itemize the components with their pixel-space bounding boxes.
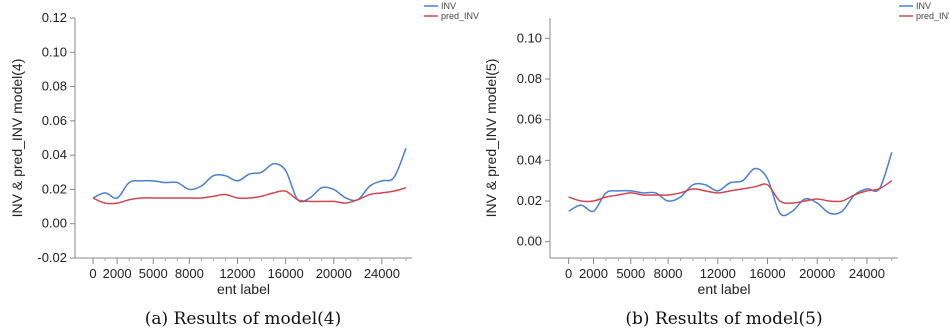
x-tick-label: 8000 xyxy=(175,266,204,281)
x-tick-label: 2000 xyxy=(103,266,132,281)
legend-label: pred_INV xyxy=(916,11,949,21)
y-tick-label: 0.10 xyxy=(42,44,67,59)
y-tick-label: 0.04 xyxy=(517,152,542,167)
x-tick-label: 12000 xyxy=(219,266,255,281)
x-tick-label: 20000 xyxy=(799,266,835,281)
chart-panel-a: -0.02 0.00 0.02 0.04 0.06 0.08 0.10 0.12 0 2000 50… xyxy=(9,1,479,329)
x-tick-label: 5000 xyxy=(139,266,168,281)
series-line-pred-inv xyxy=(568,180,893,204)
y-tick-label: 0.04 xyxy=(42,147,67,162)
y-tick-label: -0.02 xyxy=(37,250,67,265)
x-tick-label: 16000 xyxy=(749,266,785,281)
x-tick-label: 16000 xyxy=(268,266,304,281)
y-tick-label: 0.12 xyxy=(42,10,67,25)
y-tick-label: 0.10 xyxy=(517,30,542,45)
series-line-inv xyxy=(568,151,893,217)
legend-label: INV xyxy=(916,1,931,11)
x-axis-label: ent label xyxy=(698,281,751,297)
figure-caption: (b) Results of model(5) xyxy=(625,309,822,329)
y-tick-label: 0.08 xyxy=(517,71,542,86)
y-axis-label: INV & pred_INV model(4) xyxy=(9,59,25,218)
y-tick-label: 0.08 xyxy=(42,79,67,94)
figure-caption: (a) Results of model(4) xyxy=(145,309,341,329)
y-axis-label: INV & pred_INV model(5) xyxy=(483,59,499,218)
y-tick-label: 0.06 xyxy=(42,113,67,128)
x-tick-label: 8000 xyxy=(654,266,683,281)
y-tick-label: 0.02 xyxy=(517,193,542,208)
x-tick-label: 2000 xyxy=(579,266,608,281)
legend-label: INV xyxy=(441,1,456,11)
x-tick-label: 5000 xyxy=(616,266,645,281)
x-tick-label: 0 xyxy=(89,266,96,281)
legend-label: pred_INV xyxy=(441,11,479,21)
x-tick-label: 12000 xyxy=(700,266,736,281)
y-tick-label: 0.02 xyxy=(42,181,67,196)
chart-panel-b: 0.00 0.02 0.04 0.06 0.08 0.10 0 2000 5000 8000 120… xyxy=(483,1,949,329)
x-tick-label: 24000 xyxy=(849,266,885,281)
x-tick-label: 24000 xyxy=(364,266,400,281)
series-line-pred-inv xyxy=(92,186,407,205)
x-axis-label: ent label xyxy=(217,281,270,297)
y-tick-label: 0.00 xyxy=(517,234,542,249)
y-tick-label: 0.00 xyxy=(42,216,67,231)
x-tick-label: 0 xyxy=(565,266,572,281)
y-tick-label: 0.06 xyxy=(517,112,542,127)
series-line-inv xyxy=(92,148,407,203)
x-tick-label: 20000 xyxy=(316,266,352,281)
